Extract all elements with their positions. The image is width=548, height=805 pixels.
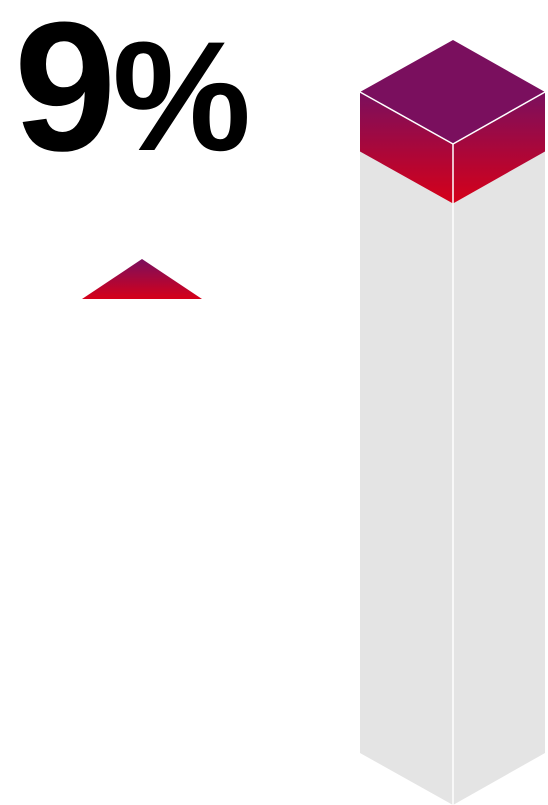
stat-value: 9% [14, 0, 251, 178]
stat-number: 9 [14, 0, 116, 189]
bar-left-face [360, 92, 453, 805]
stat-unit: % [112, 10, 252, 184]
bar-right-face [453, 92, 545, 805]
bar-edge-top-left [359, 91, 454, 145]
bar-edge-top-right [452, 91, 546, 145]
bar-fill-left-face [360, 92, 453, 204]
triangle-up-icon [82, 259, 202, 299]
bar-fill-right-face [453, 92, 545, 204]
